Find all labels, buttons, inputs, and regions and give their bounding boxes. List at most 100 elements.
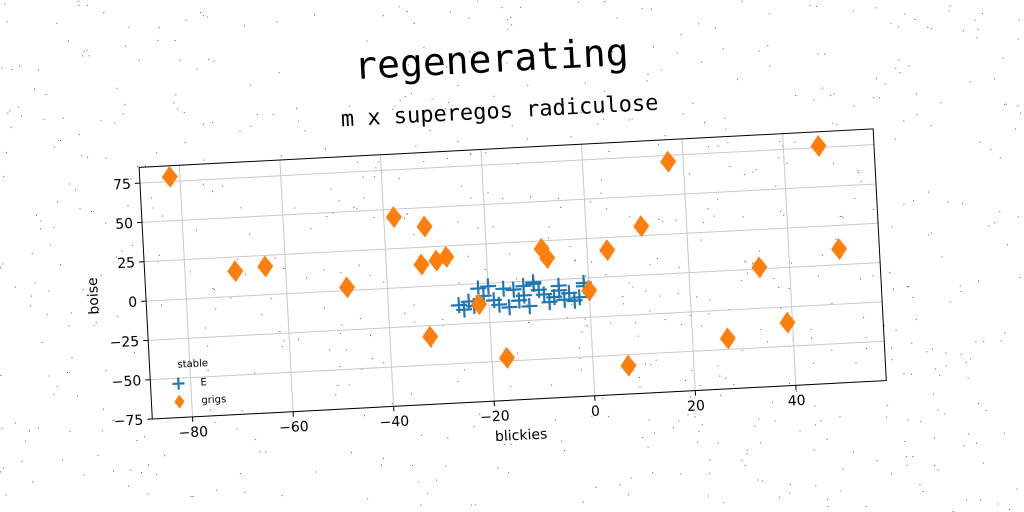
noise-dot bbox=[696, 296, 697, 298]
noise-dot bbox=[645, 290, 647, 292]
noise-dot bbox=[717, 145, 719, 147]
point-plus bbox=[550, 277, 567, 294]
noise-dot bbox=[141, 472, 143, 473]
noise-dot bbox=[664, 319, 666, 321]
noise-dot bbox=[677, 292, 679, 294]
noise-dot bbox=[967, 377, 969, 379]
noise-dot bbox=[374, 176, 376, 178]
noise-dot bbox=[722, 48, 724, 50]
noise-dot bbox=[548, 226, 550, 228]
noise-dot bbox=[82, 55, 84, 57]
noise-dot bbox=[752, 262, 754, 264]
noise-dot bbox=[647, 73, 649, 75]
noise-dot bbox=[743, 174, 745, 176]
x-tick-label: 40 bbox=[787, 393, 806, 410]
noise-dot bbox=[817, 53, 819, 55]
noise-dot bbox=[788, 287, 790, 289]
noise-dot bbox=[782, 145, 783, 147]
noise-dot bbox=[928, 191, 930, 193]
noise-dot bbox=[773, 277, 775, 279]
noise-dot bbox=[717, 365, 719, 367]
noise-dot bbox=[891, 226, 893, 228]
noise-dot bbox=[457, 85, 459, 86]
noise-dot bbox=[477, 0, 479, 2]
point-plus bbox=[571, 289, 588, 306]
noise-dot bbox=[504, 443, 506, 445]
noise-dot bbox=[353, 207, 355, 209]
noise-dot bbox=[656, 257, 658, 259]
noise-dot bbox=[283, 340, 285, 342]
noise-dot bbox=[768, 13, 770, 15]
noise-dot bbox=[56, 22, 58, 24]
noise-dot bbox=[944, 413, 946, 415]
noise-dot bbox=[655, 359, 657, 361]
noise-dot bbox=[893, 288, 894, 290]
noise-dot bbox=[628, 282, 630, 284]
noise-dot bbox=[633, 369, 635, 371]
noise-dot bbox=[195, 229, 197, 231]
noise-dot bbox=[117, 315, 119, 317]
point-diamond bbox=[413, 253, 430, 276]
noise-dot bbox=[839, 216, 841, 218]
noise-dot bbox=[34, 282, 36, 284]
x-tick-label: −60 bbox=[279, 419, 309, 437]
noise-dot bbox=[689, 396, 691, 398]
noise-dot bbox=[243, 25, 245, 27]
noise-dot bbox=[608, 415, 610, 417]
noise-dot bbox=[470, 197, 472, 199]
noise-dot bbox=[976, 37, 978, 39]
noise-dot bbox=[897, 26, 899, 28]
noise-dot bbox=[114, 122, 116, 124]
noise-dot bbox=[687, 414, 689, 416]
noise-dot bbox=[298, 338, 299, 340]
noise-dot bbox=[469, 51, 471, 53]
noise-dot bbox=[158, 27, 160, 29]
noise-dot bbox=[622, 303, 624, 305]
noise-dot bbox=[421, 434, 423, 436]
noise-dot bbox=[204, 327, 206, 329]
noise-dot bbox=[883, 325, 885, 327]
noise-dot bbox=[584, 275, 586, 277]
noise-dot bbox=[567, 317, 568, 319]
noise-dot bbox=[551, 384, 553, 386]
noise-dot bbox=[35, 214, 37, 216]
noise-dot bbox=[148, 464, 149, 466]
noise-dot bbox=[46, 314, 48, 315]
noise-dot bbox=[966, 499, 968, 501]
noise-dot bbox=[125, 262, 127, 264]
noise-dot bbox=[703, 222, 705, 224]
noise-dot bbox=[366, 40, 368, 42]
noise-dot bbox=[557, 198, 559, 200]
noise-dot bbox=[694, 416, 696, 418]
noise-dot bbox=[306, 277, 307, 279]
noise-dot bbox=[1, 67, 3, 69]
noise-dot bbox=[423, 161, 425, 162]
noise-dot bbox=[53, 226, 55, 228]
noise-dot bbox=[926, 351, 928, 353]
x-gridline bbox=[782, 133, 797, 386]
noise-dot bbox=[429, 129, 431, 131]
y-gridline bbox=[148, 301, 883, 341]
noise-dot bbox=[600, 192, 602, 194]
point-diamond bbox=[581, 279, 598, 302]
noise-dot bbox=[913, 200, 915, 202]
y-gridline bbox=[141, 183, 877, 223]
noise-dot bbox=[979, 141, 981, 143]
noise-dot bbox=[788, 383, 790, 385]
noise-dot bbox=[340, 272, 342, 274]
noise-dot bbox=[325, 148, 326, 150]
noise-dot bbox=[24, 440, 26, 442]
noise-dot bbox=[511, 24, 513, 26]
noise-dot bbox=[212, 288, 214, 289]
noise-dot bbox=[977, 28, 979, 30]
noise-dot bbox=[678, 267, 680, 269]
noise-dot bbox=[591, 261, 592, 263]
noise-dot bbox=[585, 324, 587, 326]
noise-dot bbox=[118, 218, 120, 219]
noise-dot bbox=[652, 472, 654, 474]
noise-dot bbox=[175, 94, 177, 96]
noise-dot bbox=[548, 237, 550, 239]
noise-dot bbox=[741, 349, 743, 351]
noise-dot bbox=[304, 130, 306, 132]
noise-dot bbox=[684, 380, 686, 381]
